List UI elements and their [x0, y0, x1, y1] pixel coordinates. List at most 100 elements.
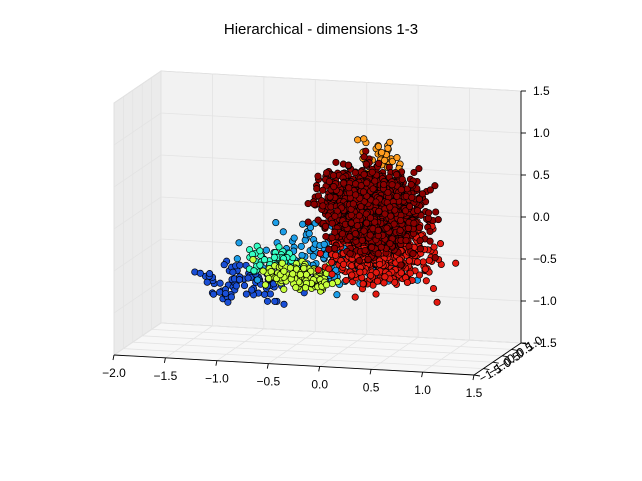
data-point [338, 230, 346, 238]
data-point [398, 175, 406, 183]
data-point [345, 184, 353, 192]
x-grid-line-floor [422, 339, 470, 373]
data-point [328, 258, 336, 266]
data-point [376, 260, 384, 268]
data-point [360, 135, 368, 143]
z-grid-line-left [113, 154, 162, 188]
data-point [302, 271, 310, 279]
data-point [250, 267, 258, 275]
data-point [415, 195, 423, 203]
data-point [351, 293, 359, 301]
data-point [330, 183, 338, 191]
data-point [342, 276, 350, 284]
data-point [304, 218, 312, 226]
data-point [310, 200, 318, 208]
data-point [397, 216, 405, 225]
data-point [388, 181, 396, 189]
data-point [386, 240, 394, 248]
data-point [220, 261, 228, 269]
data-point [406, 269, 414, 277]
data-point [413, 206, 422, 215]
data-point [346, 233, 354, 241]
data-point [300, 264, 308, 272]
data-point [393, 154, 401, 162]
data-point [384, 188, 392, 197]
data-point [347, 211, 355, 219]
data-point [378, 148, 386, 157]
z-tick-label: 0.0 [533, 210, 550, 224]
data-point [377, 243, 385, 251]
data-point [422, 277, 430, 285]
data-point [333, 291, 341, 299]
data-point [374, 226, 382, 234]
z-grid-line-back [160, 112, 522, 134]
data-point [203, 278, 211, 286]
data-point [366, 231, 374, 239]
data-point [397, 186, 405, 194]
data-point [403, 278, 411, 287]
x-tick-mark [266, 363, 269, 369]
data-point [390, 220, 398, 228]
data-point [313, 185, 321, 193]
data-point [366, 214, 375, 222]
data-point [367, 271, 375, 280]
data-point [340, 260, 348, 268]
data-point [355, 257, 363, 265]
data-point [425, 209, 433, 217]
x-grid-line-floor [370, 336, 419, 370]
data-point [381, 156, 389, 164]
z-tick-label: −1.5 [533, 336, 557, 350]
data-point [348, 271, 356, 279]
data-point [431, 254, 439, 262]
z-grid-line-left [113, 322, 162, 356]
data-point [368, 168, 376, 176]
data-point [430, 243, 438, 251]
data-point [352, 191, 360, 199]
y-grid-line-floor [142, 335, 503, 357]
data-point [383, 224, 391, 232]
data-point [416, 237, 424, 245]
data-point [280, 300, 288, 308]
data-point [280, 267, 288, 275]
data-point [259, 267, 267, 275]
data-point [325, 177, 333, 186]
data-point [402, 207, 410, 215]
y-tick-mark [473, 374, 481, 377]
data-point [248, 286, 256, 294]
x-axis-ticks: −2.0 −1.5 −1.0 −0.5 0.0 0.5 1.0 1.5 [102, 354, 483, 400]
data-point [380, 181, 388, 189]
data-point [351, 169, 359, 177]
x-tick-label: −2.0 [102, 366, 126, 380]
data-point [240, 282, 249, 290]
data-point [196, 269, 204, 277]
data-point [360, 153, 368, 161]
data-point [256, 261, 264, 269]
data-point [360, 170, 368, 179]
data-point [396, 226, 404, 234]
z-grid-line-left [113, 112, 162, 146]
data-point [452, 259, 460, 267]
data-point [244, 274, 252, 282]
data-point [275, 243, 283, 251]
data-point [297, 242, 305, 250]
data-point [270, 253, 278, 261]
data-point [436, 240, 445, 248]
data-point [249, 256, 257, 264]
data-point [362, 160, 370, 168]
data-point [301, 284, 310, 292]
x-tick-mark [215, 360, 218, 366]
x-axis-line [113, 354, 475, 376]
data-point [260, 256, 269, 264]
data-point [332, 251, 340, 259]
data-point [296, 271, 304, 279]
z-axis-ticks: −1.5 −1.0 −0.5 0.0 0.5 1.0 1.5 [521, 84, 557, 350]
data-point [256, 247, 264, 255]
data-point [426, 227, 434, 236]
z-grid-line-back [160, 70, 522, 92]
y-tick-mark [511, 348, 518, 351]
x-tick-label: 1.5 [466, 386, 483, 400]
data-point [426, 237, 434, 245]
data-point [349, 200, 357, 208]
x-tick-label: 1.0 [414, 383, 431, 397]
